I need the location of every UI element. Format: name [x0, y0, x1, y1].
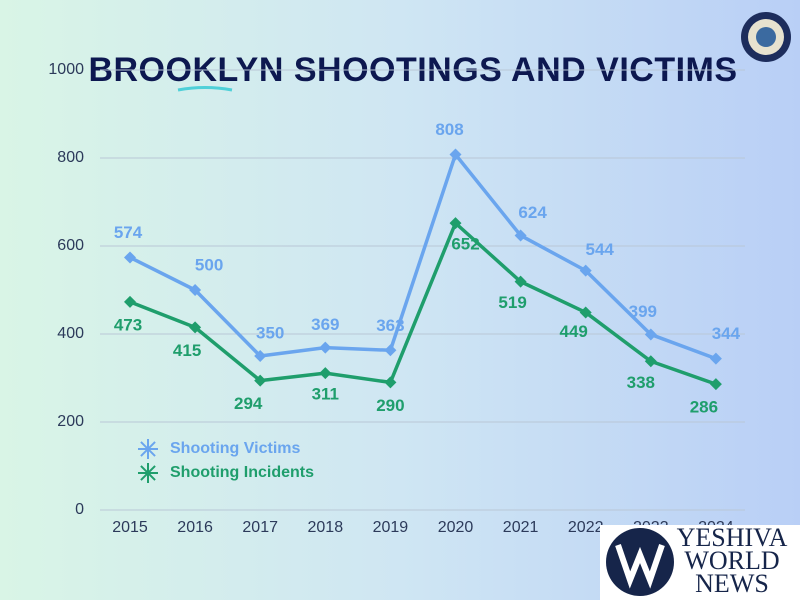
- data-label: 500: [195, 255, 223, 274]
- point-marker: [319, 367, 332, 380]
- point-marker: [449, 148, 462, 161]
- point-marker: [579, 264, 592, 277]
- point-marker: [124, 251, 136, 264]
- y-tick-label: 1000: [48, 61, 84, 78]
- legend-label: Shooting Victims: [170, 440, 300, 457]
- point-marker: [709, 352, 722, 365]
- data-label: 473: [114, 315, 142, 334]
- point-marker: [644, 328, 657, 341]
- legend-marker-stroke: [140, 465, 156, 481]
- point-marker: [514, 229, 527, 242]
- x-tick-label: 2021: [503, 519, 539, 536]
- point-marker: [254, 350, 267, 362]
- y-tick-label: 800: [57, 149, 84, 166]
- point-marker: [124, 295, 136, 308]
- point-marker: [189, 284, 202, 296]
- y-tick-label: 600: [57, 237, 84, 254]
- data-label: 519: [498, 293, 526, 312]
- point-marker: [709, 378, 722, 391]
- legend-marker: [138, 463, 158, 483]
- data-label: 350: [256, 323, 284, 342]
- data-label: 624: [518, 203, 547, 222]
- data-label: 311: [312, 385, 339, 404]
- x-tick-label: 2018: [308, 519, 344, 536]
- point-marker: [644, 355, 657, 368]
- point-marker: [384, 376, 397, 389]
- y-tick-label: 0: [75, 501, 84, 518]
- data-label: 344: [712, 324, 741, 343]
- watermark: YESHIVA WORLD NEWS: [600, 523, 800, 600]
- point-marker: [319, 341, 332, 354]
- point-marker: [254, 374, 267, 387]
- x-tick-label: 2020: [438, 519, 474, 536]
- title-underline: [177, 86, 233, 92]
- data-label: 290: [376, 396, 404, 415]
- point-marker: [189, 321, 202, 334]
- data-label: 369: [311, 315, 339, 334]
- x-tick-label: 2019: [373, 519, 409, 536]
- x-tick-label: 2015: [112, 519, 148, 536]
- data-label: 286: [690, 398, 718, 417]
- legend-label: Shooting Incidents: [170, 464, 314, 481]
- point-marker: [514, 275, 527, 288]
- point-marker: [579, 306, 592, 319]
- data-label: 399: [629, 302, 657, 321]
- data-label: 652: [451, 235, 479, 254]
- data-label: 808: [435, 120, 463, 139]
- point-marker: [449, 217, 462, 230]
- point-marker: [384, 344, 397, 357]
- seal: [741, 12, 791, 62]
- legend-marker: [138, 439, 158, 459]
- data-label: 363: [376, 316, 404, 335]
- data-label: 294: [234, 394, 263, 413]
- x-tick-label: 2017: [242, 519, 278, 536]
- legend-marker-stroke: [140, 441, 156, 457]
- series-line: [129, 152, 717, 361]
- series-line: [129, 221, 717, 386]
- watermark-line: YESHIVA: [677, 523, 788, 552]
- data-label: 574: [114, 223, 143, 242]
- watermark-line: WORLD: [684, 546, 779, 575]
- data-label: 449: [560, 322, 588, 341]
- data-label: 338: [627, 373, 655, 392]
- data-label: 544: [586, 240, 615, 259]
- y-tick-label: 400: [57, 325, 84, 342]
- y-tick-label: 200: [57, 413, 84, 430]
- data-label: 415: [173, 341, 201, 360]
- x-tick-label: 2016: [177, 519, 213, 536]
- x-tick-label: 2022: [568, 519, 604, 536]
- watermark-line: NEWS: [695, 569, 769, 598]
